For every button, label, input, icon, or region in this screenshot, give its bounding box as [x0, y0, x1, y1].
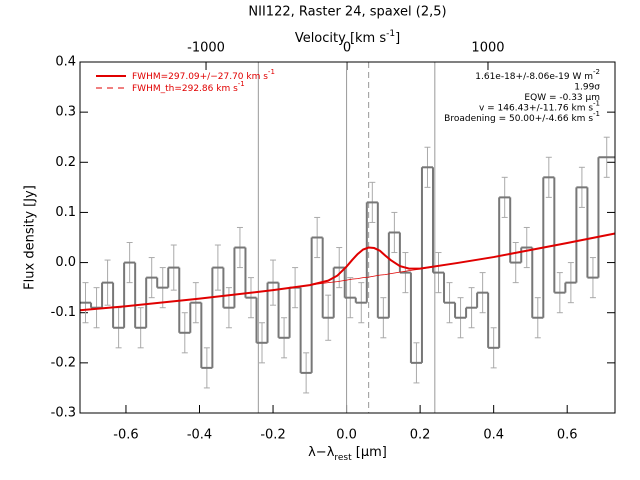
legend-label-part: -1	[238, 80, 245, 88]
x-tick-label: -0.2	[260, 428, 285, 443]
x2-axis-label: Velocity [km s-1]	[295, 29, 400, 46]
annotation: 1.61e-18+/-8.06e-19 W m-2	[475, 68, 600, 82]
x2-tick-label: 0	[343, 41, 351, 56]
annotation-part: -1	[593, 100, 600, 108]
y-tick-label: -0.2	[51, 355, 76, 370]
x2-tick-label: -1000	[187, 41, 225, 56]
x-axis-label-part: λ−λ	[308, 445, 335, 460]
legend-label: FWHM=297.09+/−27.70 km s-1	[132, 68, 275, 82]
x2-axis-label-part: Velocity [km s	[295, 31, 387, 46]
x-tick-label: 0.0	[336, 428, 357, 443]
legend-label-part: FWHM=297.09+/−27.70 km s	[132, 72, 268, 82]
annotation-part: 1.99σ	[574, 82, 600, 92]
y-tick-label: 0.0	[55, 255, 76, 270]
annotation-part: -2	[593, 68, 600, 76]
y-tick-label: 0.3	[55, 105, 76, 120]
legend-label-part: FWHM_th=292.86 km s	[132, 84, 238, 94]
y-axis-label: Flux density [Jy]	[23, 185, 38, 290]
y-tick-label: 0.1	[55, 205, 76, 220]
x-tick-label: 0.6	[557, 428, 578, 443]
x-tick-label: -0.6	[113, 428, 138, 443]
annotation-part: Broadening = 50.00+/-4.66 km s	[444, 114, 593, 124]
y-tick-label: 0.2	[55, 155, 76, 170]
annotation: Broadening = 50.00+/-4.66 km s-1	[444, 110, 600, 124]
annotation-part: 1.61e-18+/-8.06e-19 W m	[475, 72, 593, 82]
x-axis-label-part: rest	[334, 453, 352, 463]
chart-title: NII122, Raster 24, spaxel (2,5)	[248, 5, 446, 20]
x-axis-label: λ−λrest [μm]	[308, 445, 387, 463]
annotation-part: -1	[593, 110, 600, 118]
x2-tick-label: 1000	[471, 41, 504, 56]
annotation: v = 146.43+/-11.76 km s-1	[479, 100, 600, 114]
y-tick-label: -0.1	[51, 305, 76, 320]
plot-frame	[79, 61, 616, 414]
annotation: 1.99σ	[574, 82, 600, 92]
x2-axis-label-part: ]	[395, 31, 400, 46]
annotation: EQW = -0.33 μm	[524, 93, 600, 103]
annotation-part: EQW = -0.33 μm	[524, 93, 600, 103]
x-tick-label: -0.4	[187, 428, 212, 443]
x-tick-label: 0.2	[410, 428, 431, 443]
y-tick-label: -0.3	[51, 406, 76, 421]
legend-label-part: -1	[268, 68, 275, 76]
x-tick-label: 0.4	[483, 428, 504, 443]
x-axis-label-part: [μm]	[352, 445, 387, 460]
x2-axis-label-part: -1	[386, 29, 395, 39]
annotation-part: v = 146.43+/-11.76 km s	[479, 103, 593, 113]
legend-label: FWHM_th=292.86 km s-1	[132, 80, 245, 94]
continuum-line	[79, 233, 616, 311]
y-tick-label: 0.4	[55, 55, 76, 70]
fit-line	[79, 232, 616, 312]
